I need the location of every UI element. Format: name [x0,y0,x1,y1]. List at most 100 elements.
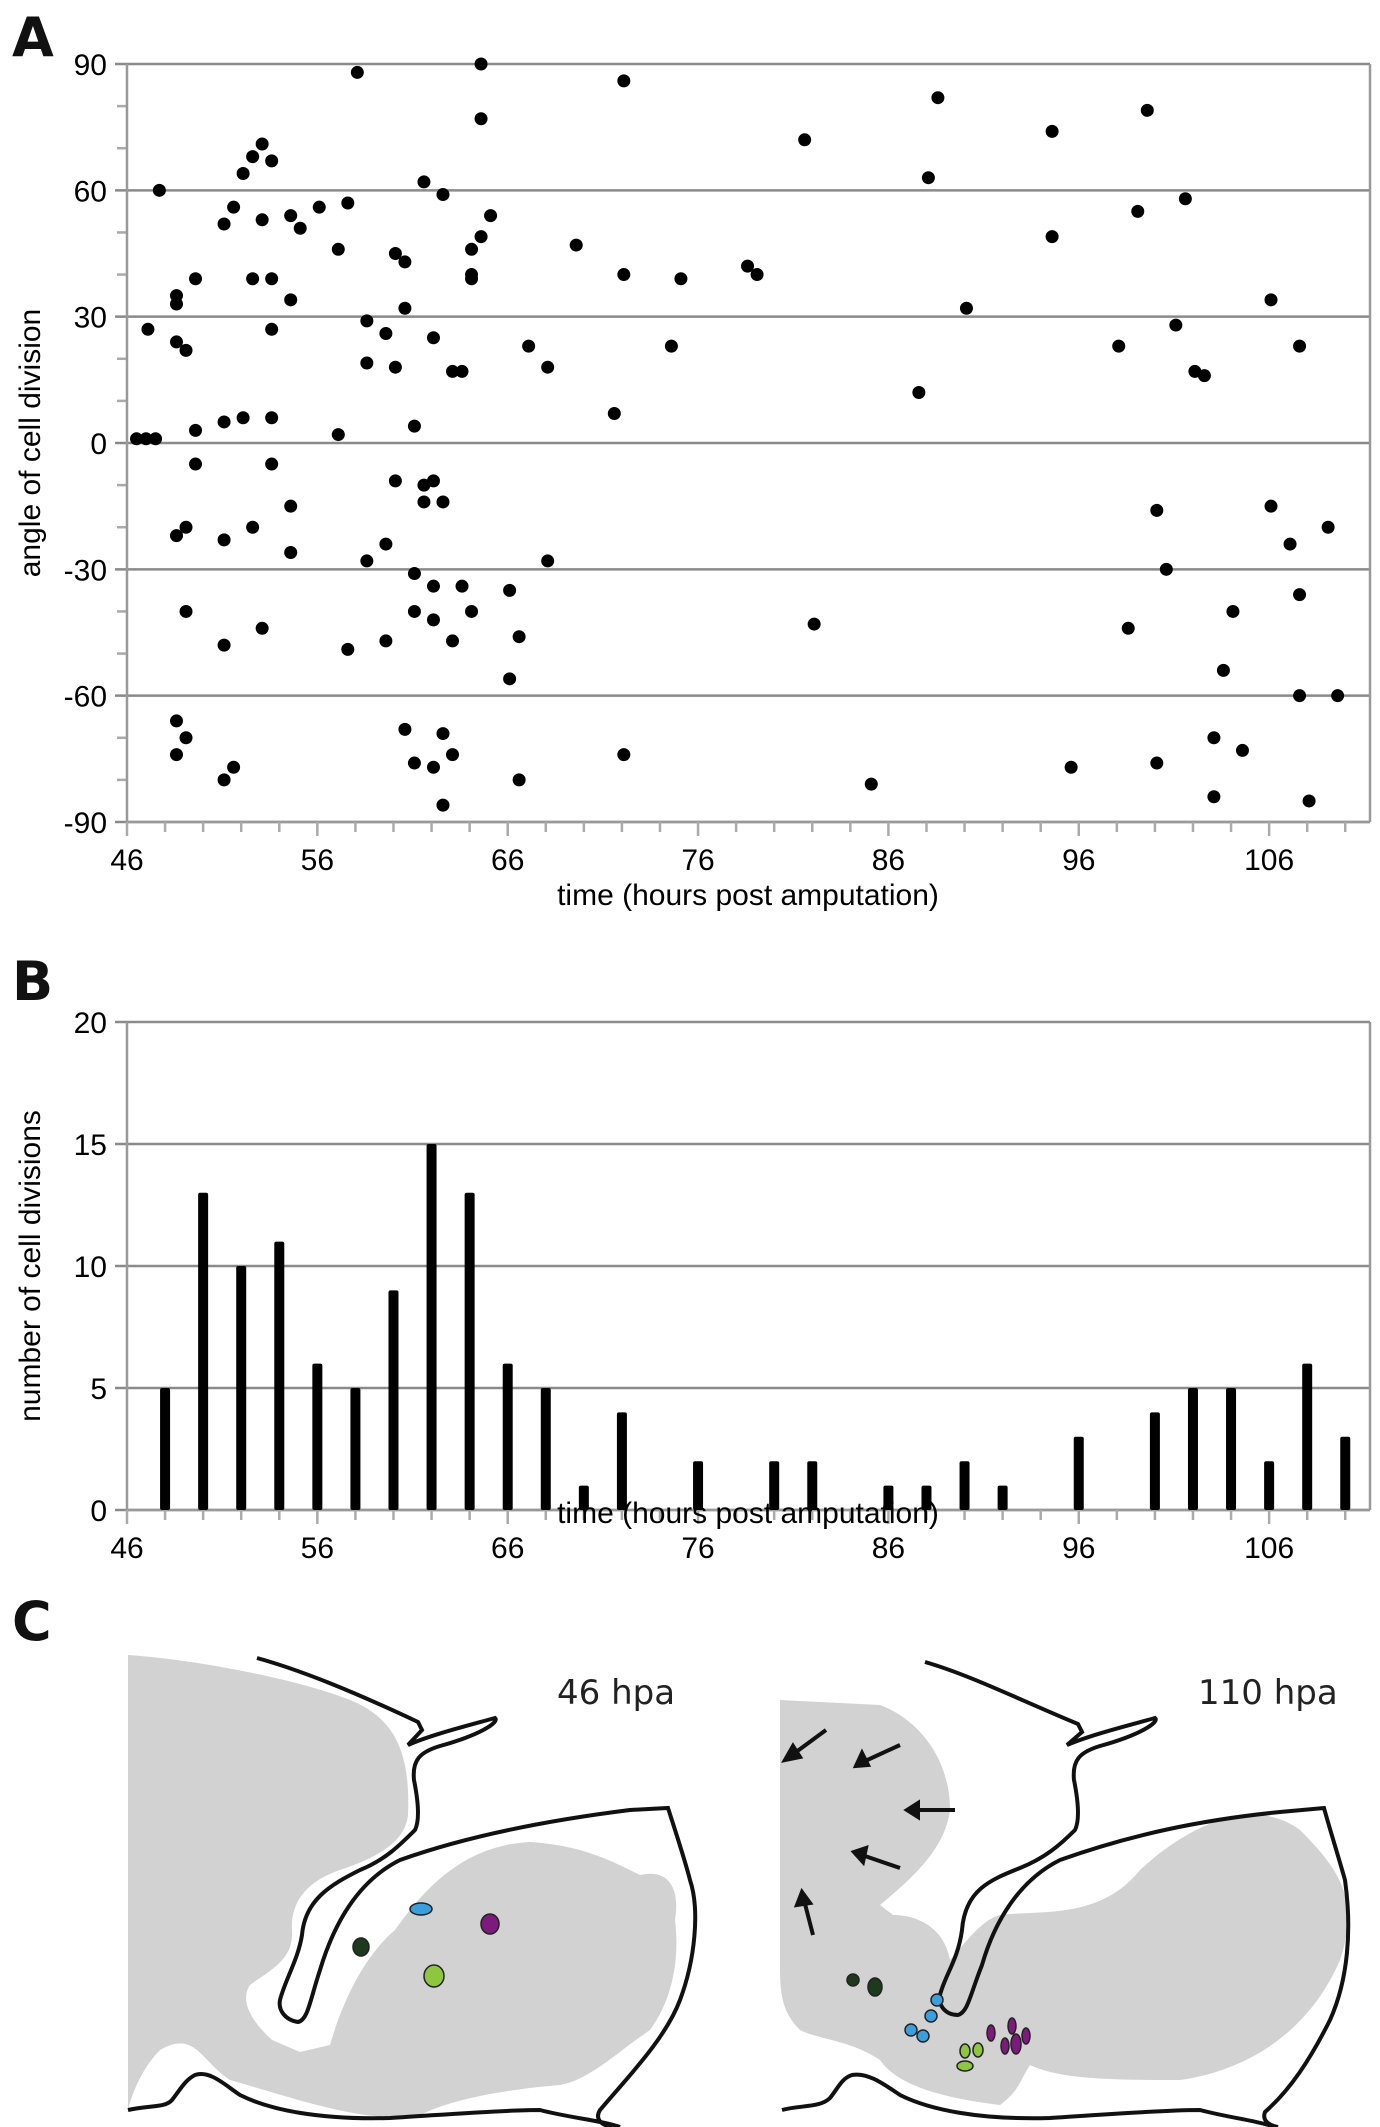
scatter-point [407,756,421,770]
scatter-point [407,604,421,618]
scatter-point [1226,604,1240,618]
scatter-point [379,634,393,648]
scatter-point [1197,369,1211,383]
scatter-point [522,339,536,353]
cell-purple [1021,2027,1031,2045]
chart-a-x-tick-label: 66 [491,844,524,877]
arrow-icon [802,1899,815,1936]
scatter-point [169,714,183,728]
bar [1226,1388,1237,1510]
scatter-point [331,242,345,256]
chart-a-x-tick-label: 56 [301,844,334,877]
scatter-point [446,634,460,648]
scatter-point [1207,731,1221,745]
scatter-point [741,259,755,273]
scatter-point [569,238,583,252]
chart-a-x-tick-label: 106 [1244,844,1294,877]
scatter-point [227,760,241,774]
scatter-point [1064,760,1078,774]
cell-clusters [846,1973,1031,2072]
scatter-point [1150,756,1164,770]
scatter-point [512,773,526,787]
scatter-point [284,209,298,223]
chart-b-y-tick-label: 0 [90,1495,107,1528]
scatter-point [465,272,479,286]
scatter-point [407,419,421,433]
scatter-point [255,621,269,635]
scatter-point [436,727,450,741]
bar [160,1388,171,1510]
scatter-point [189,423,203,437]
scatter-point [417,495,431,509]
scatter-point [217,415,231,429]
cell-light-green [972,2042,984,2058]
label-46hpa: 46 hpa [557,1673,675,1713]
chart-b-y-tick-label: 5 [90,1373,107,1406]
bar [198,1192,209,1510]
scatter-point [1293,339,1307,353]
diagram-110hpa: 110 hpa [780,1660,1351,2127]
scatter-point [436,495,450,509]
scatter-point [388,247,402,260]
scatter-point [436,188,450,202]
scatter-point [179,604,193,618]
cell-purple [1010,2033,1022,2055]
scatter-point [388,360,402,374]
bar [388,1290,399,1510]
chart-a-y-tick-label: 30 [74,302,107,335]
scatter-point [284,545,298,559]
scatter-point [417,175,431,189]
arrow-head-icon [850,1844,869,1867]
scatter-point [398,301,412,315]
scatter-point [217,217,231,231]
scatter-point [189,457,203,471]
scatter-point [169,529,183,543]
scatter-point [350,65,364,79]
scatter-point [750,268,764,282]
scatter-point [1112,339,1126,353]
scatter-point [1264,293,1278,307]
scatter-point [1302,794,1316,808]
scatter-point [674,272,688,286]
scatter-point [455,364,469,378]
scatter-point [189,272,203,286]
scatter-point [1131,204,1145,218]
scatter-point [959,301,973,315]
cell-dark-green [867,1977,883,1997]
chart-a-x-tick-label: 86 [872,844,905,877]
scatter-point [474,230,488,244]
tissue-outline-lower [127,2072,621,2127]
chart-b-x-tick-label: 96 [1062,1532,1095,1565]
tissue-outline-lower [781,2072,1276,2127]
arrow-icon [862,1743,901,1764]
scatter-point [1293,689,1307,703]
scatter-point [179,731,193,745]
scatter-point [388,474,402,488]
scatter-point [255,213,269,227]
bar [1340,1436,1351,1510]
scatter-point [436,798,450,812]
scatter-point [474,57,488,71]
scatter-point [541,554,555,568]
scatter-point [807,617,821,631]
scatter-point [1121,621,1135,635]
scatter-point [1150,503,1164,517]
scatter-point [360,356,374,370]
bar [236,1266,247,1510]
chart-b-y-axis-title: number of cell divisions [14,1110,47,1422]
scatter-point [169,297,183,311]
scatter-point [265,457,279,471]
chart-a-x-tick-label: 46 [110,844,143,877]
scatter-point [265,272,279,286]
scatter-point [664,339,678,353]
chart-a-y-axis-title: angle of cell division [14,309,47,578]
scatter-point [921,171,935,185]
scatter-point [265,322,279,336]
panel-label-b: B [12,950,53,1013]
bar [769,1461,780,1510]
scatter-point [379,537,393,551]
cell-purple [986,2024,996,2042]
scatter-point [1178,192,1192,206]
scatter-point [360,554,374,568]
